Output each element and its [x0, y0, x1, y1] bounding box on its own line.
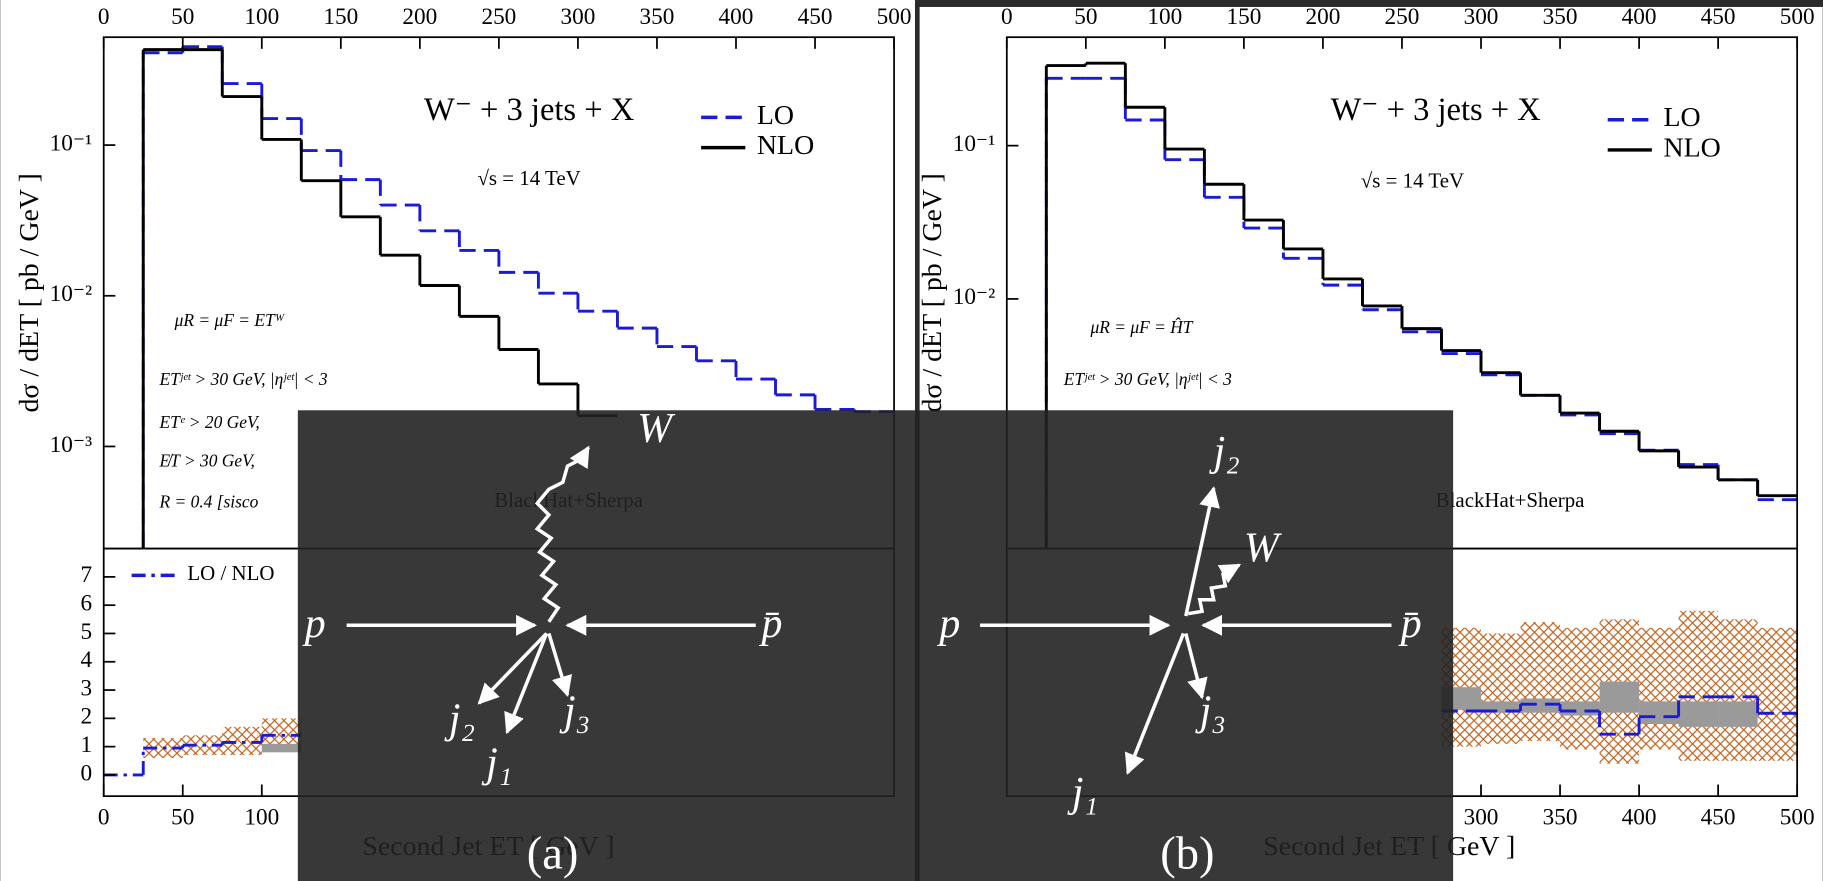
x-tick-label: 300: [1464, 805, 1499, 831]
x-tick-label: 50: [171, 4, 194, 30]
chart-title: W⁻ + 3 jets + X: [424, 92, 634, 128]
band: [1639, 701, 1679, 725]
diagram-label: p: [936, 601, 960, 647]
y-tick-label: 2: [80, 704, 92, 730]
annotation: ETʲᵉᵗ > 30 GeV, |ηʲᵉᵗ| < 3: [1063, 369, 1232, 389]
band: [1678, 701, 1719, 727]
band: [1520, 622, 1561, 741]
diagram-label: W: [1244, 526, 1283, 572]
diagram-labels: p p̄ W j₁ j₂ j₃ p p̄ W j₁ j₂ j₃ (a) (b): [302, 406, 1422, 879]
caption: (a): [527, 828, 579, 879]
band: [1718, 701, 1758, 727]
y-tick-label: 3: [80, 675, 92, 701]
y-tick-label: 10⁻³: [50, 432, 92, 458]
band: [1678, 610, 1719, 761]
x-tick-label: 400: [719, 4, 754, 30]
band: [1599, 681, 1640, 713]
y-tick-label: 1: [80, 732, 92, 758]
annotation: E̸T > 30 GeV,: [159, 451, 256, 471]
y-tick-label: 5: [80, 619, 92, 645]
legend-label: NLO: [1663, 132, 1720, 163]
band: [1560, 701, 1600, 716]
band: [1520, 698, 1561, 713]
diagram-label: j₁: [481, 741, 512, 787]
band: [1718, 619, 1758, 761]
x-tick-label: 350: [640, 4, 675, 30]
diagram-label: j₂: [1209, 429, 1240, 475]
diagram-label: j₃: [559, 688, 590, 734]
band: [261, 743, 302, 753]
x-tick-label: 100: [1147, 4, 1182, 30]
annotation: ETᵉ > 20 GeV,: [159, 412, 260, 432]
diagram-label: j₃: [1195, 688, 1226, 734]
band: [1481, 701, 1521, 713]
x-tick-label: 50: [1074, 4, 1097, 30]
diagram-overlay: p p̄ W j₁ j₂ j₃ p p̄ W j₁ j₂ j₃ (a) (b): [297, 406, 1454, 881]
legend-label: LO / NLO: [187, 561, 274, 585]
x-tick-label: 300: [1464, 4, 1499, 30]
diagram-label: W: [637, 406, 676, 452]
x-tick-label: 500: [1780, 805, 1815, 831]
x-tick-label: 450: [1701, 4, 1736, 30]
band: [1481, 633, 1521, 744]
x-tick-label: 450: [798, 4, 833, 30]
legend-label: NLO: [757, 130, 814, 161]
band: [1639, 627, 1679, 750]
chart-title: W⁻ + 3 jets + X: [1331, 92, 1541, 128]
caption: (b): [1160, 828, 1214, 879]
y-tick-label: 0: [80, 760, 92, 786]
diagram-label: p: [302, 601, 326, 647]
chart-subtitle: √s = 14 TeV: [477, 166, 580, 190]
x-tick-label: 300: [560, 4, 595, 30]
annotation: BlackHat+Sherpa: [1436, 488, 1585, 512]
legend-label: LO: [1663, 102, 1700, 133]
y-tick-label: 10⁻²: [50, 281, 92, 307]
y-tick-label: 6: [80, 591, 92, 617]
diagram-b-lines: [980, 486, 1392, 775]
x-tick-label: 250: [481, 4, 516, 30]
x-tick-label: 400: [1622, 805, 1657, 831]
x-tick-label: 150: [1226, 4, 1261, 30]
x-tick-label: 500: [1780, 4, 1815, 30]
x-tick-label: 450: [1701, 805, 1736, 831]
x-tick-label: 50: [171, 805, 194, 831]
diagram-label: p̄: [1398, 601, 1422, 647]
y-axis-label: dσ / dET [ pb / GeV ]: [14, 173, 45, 412]
overlay-bg: [297, 410, 1454, 881]
legend-label: LO: [757, 100, 794, 131]
band: [1560, 627, 1600, 750]
x-tick-label: 200: [402, 4, 437, 30]
x-tick-label: 0: [98, 805, 110, 831]
annotation: R = 0.4 [sisco: [159, 491, 259, 511]
x-tick-label: 100: [244, 4, 279, 30]
y-axis-label: dσ / dET [ pb / GeV ]: [917, 173, 948, 412]
annotation: μR = μF = ETᵂ: [174, 310, 286, 330]
x-tick-label: 0: [1001, 4, 1013, 30]
x-tick-label: 250: [1385, 4, 1420, 30]
annotation: μR = μF = ĤT: [1089, 317, 1193, 337]
y-tick-label: 10⁻¹: [50, 130, 92, 156]
x-tick-label: 150: [323, 4, 358, 30]
y-tick-label: 10⁻²: [953, 284, 995, 310]
diagram-label: j₂: [444, 697, 475, 743]
y-tick-label: 7: [80, 562, 92, 588]
x-tick-label: 400: [1622, 4, 1657, 30]
x-tick-label: 350: [1543, 805, 1578, 831]
x-tick-label: 350: [1543, 4, 1578, 30]
band: [1757, 627, 1798, 761]
diagram-label: j₁: [1067, 770, 1098, 816]
annotation: ETʲᵉᵗ > 30 GeV, |ηʲᵉᵗ| < 3: [159, 369, 328, 389]
x-tick-label: 100: [244, 805, 279, 831]
x-tick-label: 200: [1306, 4, 1341, 30]
y-tick-label: 4: [80, 647, 92, 673]
y-tick-label: 10⁻¹: [953, 131, 995, 157]
chart-subtitle: √s = 14 TeV: [1361, 168, 1464, 192]
x-tick-label: 500: [877, 4, 912, 30]
x-tick-label: 0: [98, 4, 110, 30]
diagram-label: p̄: [759, 601, 783, 647]
diagram-a-lines: [346, 445, 756, 735]
